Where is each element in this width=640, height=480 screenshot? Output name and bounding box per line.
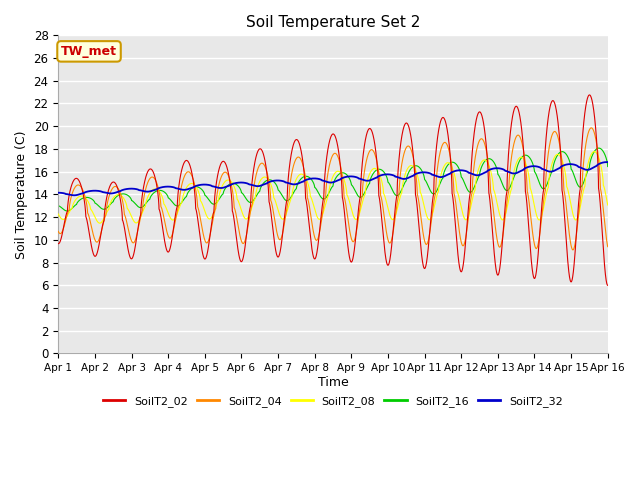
Legend: SoilT2_02, SoilT2_04, SoilT2_08, SoilT2_16, SoilT2_32: SoilT2_02, SoilT2_04, SoilT2_08, SoilT2_… [99,392,567,411]
Title: Soil Temperature Set 2: Soil Temperature Set 2 [246,15,420,30]
X-axis label: Time: Time [317,376,348,389]
Y-axis label: Soil Temperature (C): Soil Temperature (C) [15,130,28,259]
Text: TW_met: TW_met [61,45,117,58]
